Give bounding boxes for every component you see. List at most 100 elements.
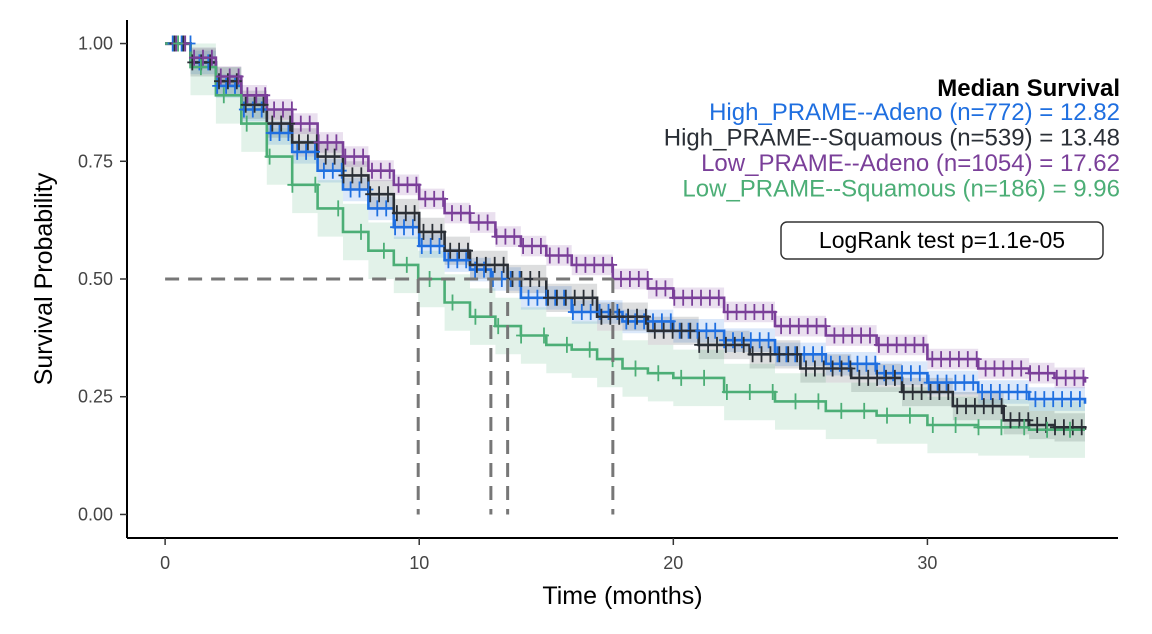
censor-mark [438,190,449,207]
x-ticks: 0 10 20 30 [160,538,937,573]
censor-mark [909,336,920,353]
censor-mark [269,101,280,118]
censor-mark [827,360,838,377]
censor-mark [401,256,412,273]
censor-mark [310,176,321,193]
censor-mark [463,242,473,259]
censor-mark [518,238,529,254]
censor-mark [945,351,955,368]
censor-mark [233,68,244,85]
censor-mark [313,134,324,151]
censor-mark [516,327,527,344]
y-tick-label: 1.00 [78,34,113,54]
censor-mark [354,181,365,198]
y-ticks: 0.00 0.25 0.50 0.75 1.00 [78,34,127,524]
censor-mark [445,242,456,259]
pvalue-box-border [780,221,1104,260]
y-tick-label: 0.75 [78,151,113,171]
censor-mark [1007,360,1018,377]
censor-mark [898,384,909,400]
censor-mark [616,271,626,287]
censor-mark [801,360,811,377]
censor-mark [713,289,724,306]
censor-mark [1003,384,1014,400]
legend: Median Survival High_PRAME--Adeno (n=772… [664,75,1120,203]
censor-mark [286,101,297,118]
censor-mark [927,351,938,368]
censor-mark [687,289,698,306]
censor-mark [471,256,482,273]
censor-mark [1042,421,1053,438]
censor-mark [648,313,658,330]
censor-mark [1039,391,1050,408]
censor-mark [914,365,925,382]
censor-mark [416,238,427,254]
censor-mark [198,49,208,66]
ci-band-3 [165,43,1086,458]
censor-mark [434,238,445,254]
censor-mark [218,87,229,104]
censor-mark [854,369,865,386]
censor-mark [865,327,875,344]
censor-mark [418,223,429,240]
censor-mark [365,186,376,203]
censor-mark [470,308,481,325]
y-tick-label: 0.50 [78,269,113,289]
censor-mark [215,68,226,85]
censor-mark [861,355,872,372]
censor-mark [633,271,644,287]
x-tick-label: 10 [409,553,429,573]
censor-mark [738,336,749,353]
censor-mark [1034,365,1044,382]
censor-mark [1057,391,1068,408]
censor-mark [978,398,989,415]
censor-mark [950,417,961,433]
y-tick-label: 0.25 [78,387,113,407]
censor-mark [959,374,970,391]
censor-mark [452,252,463,269]
censor-mark [667,322,678,339]
censor-mark [390,219,401,236]
censor-mark [260,87,271,104]
censor-mark [852,355,863,372]
censor-mark [918,336,929,353]
censor-mark [598,256,609,273]
censor-mark [535,238,546,254]
censor-mark [872,369,883,386]
censor-mark [856,327,867,344]
censor-mark [998,360,1009,377]
censor-mark [1016,360,1027,377]
censor-mark [980,360,991,377]
censor-mark [391,205,402,222]
censor-mark [278,101,288,118]
censor-mark [605,308,616,325]
censor-mark [767,384,778,400]
censor-mark [578,289,589,306]
censor-mark [829,327,840,344]
censor-mark [847,327,858,344]
censor-mark [653,365,664,382]
censor-mark [845,360,856,377]
censor-mark [301,143,312,160]
censor-mark [623,308,634,325]
censor-mark [941,374,952,391]
censor-mark [384,162,395,179]
censor-mark [258,96,269,113]
censor-mark [240,96,251,113]
censor-mark [356,223,366,240]
censor-mark [614,308,625,325]
censor-mark [322,134,333,151]
censor-mark [818,360,829,377]
censor-mark [551,289,562,306]
censor-mark [429,190,440,207]
censor-mark [576,304,587,320]
censor-mark [242,87,253,104]
censor-mark [651,280,662,297]
censor-mark [656,313,667,330]
censor-mark [1048,391,1059,408]
censor-mark [665,313,676,330]
censor-mark [891,336,902,353]
x-tick-label: 30 [917,553,937,573]
censor-mark [1066,391,1076,408]
censor-mark [562,247,573,264]
